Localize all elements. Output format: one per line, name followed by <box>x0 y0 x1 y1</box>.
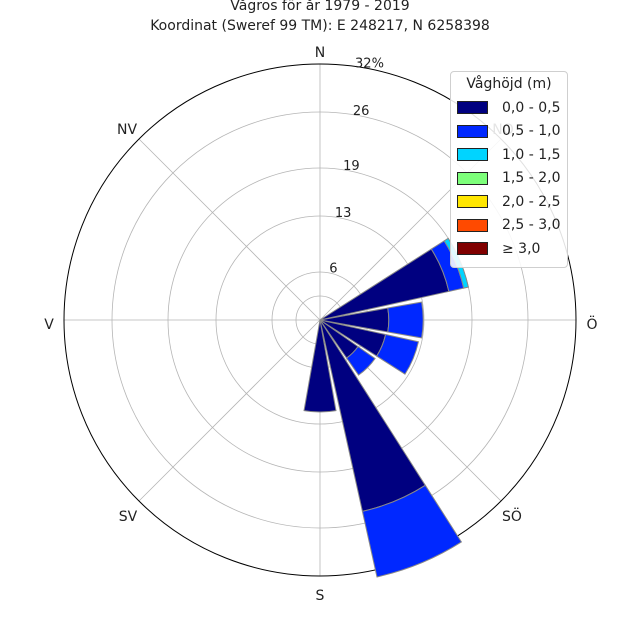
rose-bar-dir90-bin1 <box>387 301 424 339</box>
grid-ring <box>167 167 473 473</box>
radial-tick-label: 32% <box>355 56 384 71</box>
legend-label: 1,5 - 2,0 <box>502 170 561 187</box>
rose-bar-dir180-bin0 <box>303 319 337 413</box>
direction-label-s: S <box>316 588 325 604</box>
rose-bar-dir135-bin1 <box>345 345 376 376</box>
direction-label-ö: Ö <box>586 315 597 333</box>
radial-tick-label: 19 <box>343 159 360 174</box>
direction-label-sv: SV <box>119 509 138 525</box>
legend-item: 1,5 - 2,0 <box>451 167 567 191</box>
rose-sectors <box>303 237 469 578</box>
legend-swatch <box>457 148 488 162</box>
legend-swatch <box>457 218 488 232</box>
legend: Våghöjd (m) 0,0 - 0,5 0,5 - 1,0 1,0 - 1,5 1… <box>450 71 568 268</box>
outer-ring <box>63 63 577 577</box>
rose-bar-dir157.5-bin1 <box>361 484 463 578</box>
chart-subtitle: Koordinat (Sweref 99 TM): E 248217, N 62… <box>150 18 490 34</box>
legend-label: 0,0 - 0,5 <box>502 99 561 116</box>
legend-item: 1,0 - 1,5 <box>451 143 567 167</box>
spoke-nv <box>138 138 321 321</box>
radial-tick-label: 6 <box>329 261 337 276</box>
legend-swatch <box>457 101 488 115</box>
legend-swatch <box>457 242 488 256</box>
direction-label-v: V <box>44 317 54 333</box>
legend-label: 1,0 - 1,5 <box>502 146 561 163</box>
legend-item: ≥ 3,0 <box>451 237 567 261</box>
direction-label-n: N <box>315 45 325 61</box>
direction-label-sö: SÖ <box>502 507 522 525</box>
radial-tick-label: 13 <box>335 206 352 221</box>
chart-title: Vågros för år 1979 - 2019 <box>230 0 410 14</box>
legend-swatch <box>457 171 488 185</box>
legend-item: 2,0 - 2,5 <box>451 190 567 214</box>
spoke-sv <box>138 319 321 502</box>
legend-label: 2,0 - 2,5 <box>502 193 561 210</box>
radial-tick-label: 26 <box>353 104 370 119</box>
legend-swatch <box>457 195 488 209</box>
direction-label-nv: NV <box>117 122 137 138</box>
legend-item: 0,0 - 0,5 <box>451 96 567 120</box>
grid-ring <box>111 111 529 529</box>
legend-title: Våghöjd (m) <box>466 76 552 92</box>
legend-label: 0,5 - 1,0 <box>502 123 561 140</box>
legend-swatch <box>457 124 488 138</box>
grid-ring <box>215 215 425 425</box>
legend-item: 2,5 - 3,0 <box>451 214 567 238</box>
legend-item: 0,5 - 1,0 <box>451 120 567 144</box>
legend-label: ≥ 3,0 <box>502 240 541 257</box>
legend-label: 2,5 - 3,0 <box>502 217 561 234</box>
rose-bar-dir112.5-bin1 <box>375 333 420 375</box>
